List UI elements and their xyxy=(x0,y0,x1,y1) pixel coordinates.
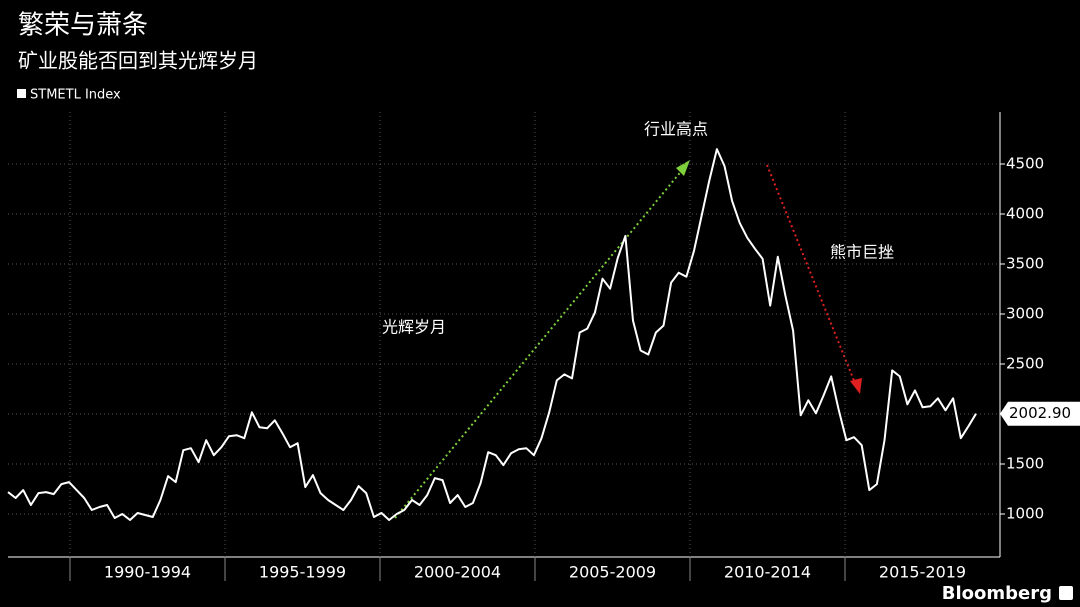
legend-label: STMETL Index xyxy=(30,88,121,103)
y-tick-label: 4000 xyxy=(1006,205,1044,223)
arrow-fall xyxy=(766,164,858,389)
annotation: 熊市巨挫 xyxy=(830,243,894,262)
x-tick-label: 2005-2009 xyxy=(569,563,656,582)
y-tick-label: 1500 xyxy=(1006,455,1044,473)
arrow-head xyxy=(676,160,690,176)
line xyxy=(7,148,977,521)
x-tick-label: 1995-1999 xyxy=(259,563,346,582)
arrow-rise xyxy=(394,162,689,519)
y-tick-label: 3500 xyxy=(1006,255,1044,273)
x-tick-label: 2015-2019 xyxy=(879,563,966,582)
value-label-box xyxy=(1000,401,1080,426)
arrow-head xyxy=(850,378,862,394)
value-label: 2002.90 xyxy=(1009,404,1071,422)
x-tick-label: 2010-2014 xyxy=(724,563,811,582)
y-tick-label: 1000 xyxy=(1006,505,1044,523)
x-tick-label: 1990-1994 xyxy=(104,563,191,582)
x-tick-label: 2000-2004 xyxy=(414,563,501,582)
source: Bloomberg xyxy=(942,583,1052,604)
chart-title: 繁荣与萧条 xyxy=(18,11,148,41)
annotation: 行业高点 xyxy=(644,120,708,139)
y-tick-label: 3000 xyxy=(1006,305,1044,323)
annotation: 光辉岁月 xyxy=(382,318,446,337)
chart-subtitle: 矿业股能否回到其光辉岁月 xyxy=(18,49,258,73)
y-tick-label: 4500 xyxy=(1006,155,1044,173)
y-tick-label: 2500 xyxy=(1006,355,1044,373)
logo xyxy=(1059,586,1073,600)
legend-swatch xyxy=(17,89,26,98)
